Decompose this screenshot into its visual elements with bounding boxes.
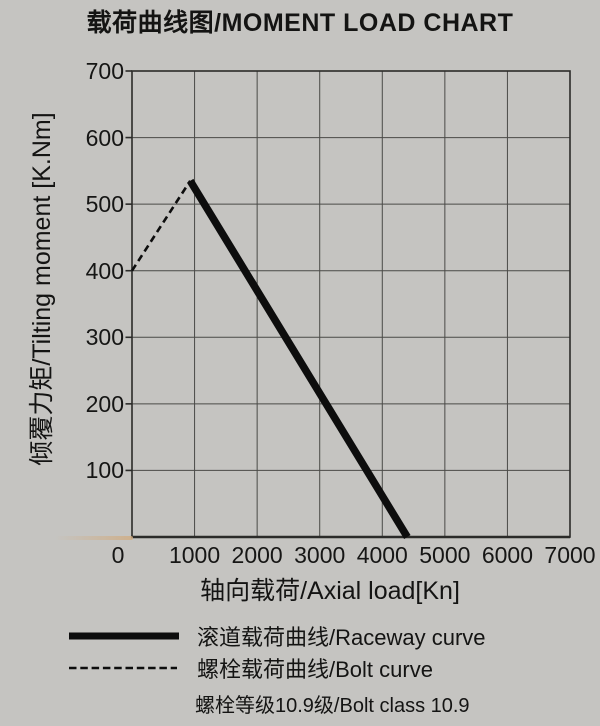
y-tick-label: 600 <box>85 124 124 151</box>
scan-artifact <box>55 536 133 540</box>
x-tick-label: 0 <box>111 542 125 568</box>
chart-canvas <box>125 70 571 539</box>
y-tick-label: 700 <box>85 58 124 84</box>
y-tick-label: 300 <box>85 324 124 351</box>
x-tick-label: 2000 <box>231 542 283 568</box>
x-tick-label: 7000 <box>544 542 596 568</box>
y-tick-label: 100 <box>85 457 124 484</box>
raceway-curve-swatch <box>69 632 179 640</box>
x-tick-label: 4000 <box>356 542 408 568</box>
y-tick-label: 500 <box>85 191 124 218</box>
legend-row-bolt: 螺栓载荷曲线/Bolt curve <box>68 654 433 682</box>
x-tick-label: 6000 <box>481 542 533 568</box>
x-tick-label: 5000 <box>419 542 471 568</box>
x-tick-label: 1000 <box>168 542 221 568</box>
legend-row-bolt-class-note: 螺栓等级10.9级/Bolt class 10.9 <box>195 689 470 717</box>
y-tick-label: 200 <box>85 390 124 417</box>
plot-area <box>125 70 571 539</box>
legend-label-raceway: 滚道载荷曲线/Raceway curve <box>197 625 486 650</box>
legend-row-raceway: 滚道载荷曲线/Raceway curve <box>68 622 486 650</box>
bolt-curve-swatch <box>69 666 177 670</box>
x-axis-title: 轴向载荷/Axial load[Kn] <box>200 577 460 605</box>
x-tick-label: 3000 <box>294 542 346 568</box>
legend-label-bolt: 螺栓载荷曲线/Bolt curve <box>197 657 433 682</box>
y-tick-label: 400 <box>85 257 124 284</box>
bolt-class-note: 螺栓等级10.9级/Bolt class 10.9 <box>195 694 470 717</box>
page-title: 载荷曲线图/MOMENT LOAD CHART <box>86 9 514 37</box>
